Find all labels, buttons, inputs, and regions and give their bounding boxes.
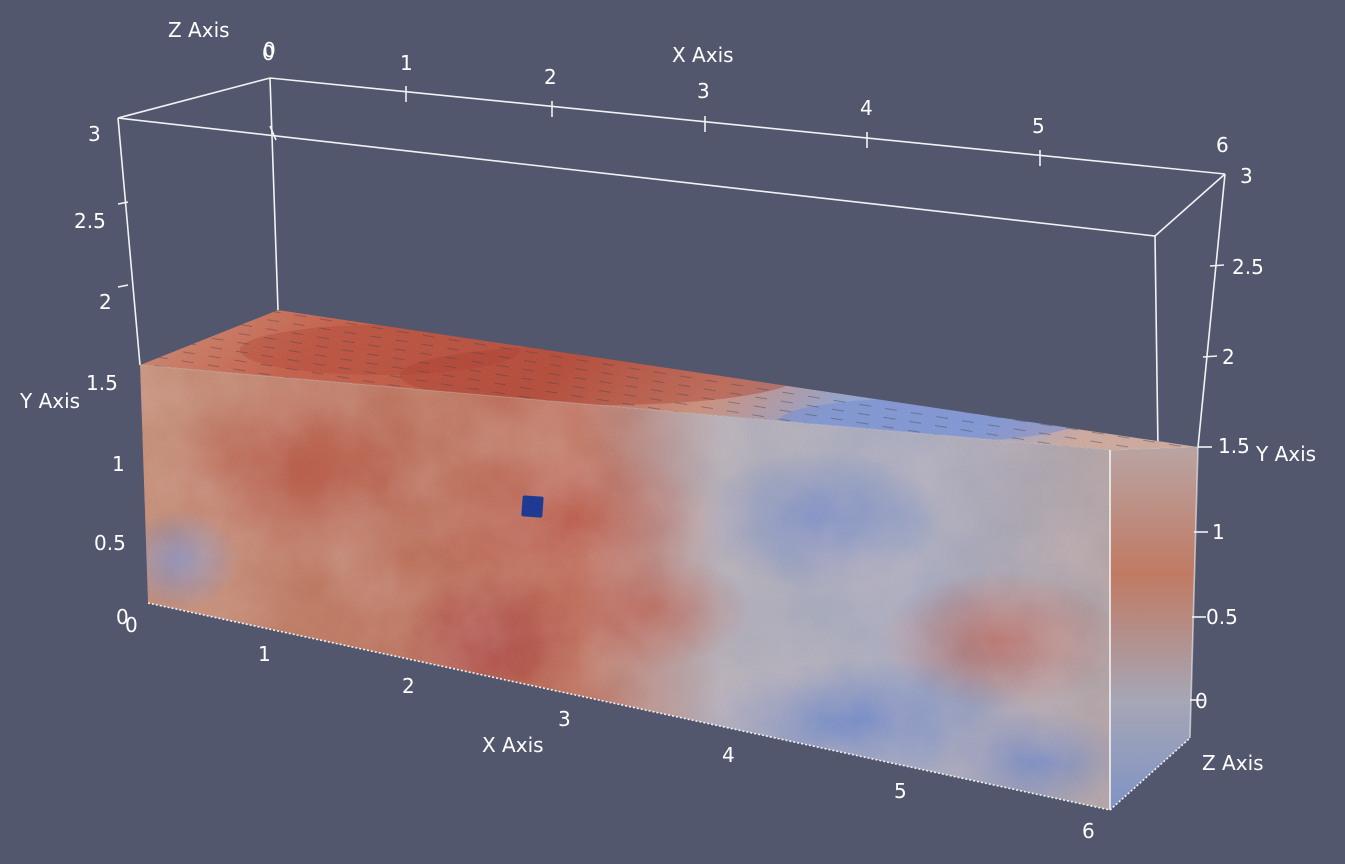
- tick-label: 0: [125, 613, 138, 637]
- tick-label: 1: [258, 642, 271, 666]
- tick-label: 5: [1032, 114, 1045, 138]
- tick-label: 0: [116, 605, 129, 629]
- axis-top-x: 0 1 2 3 4 5 6 X Axis: [262, 41, 1229, 157]
- tick-label: 6: [1216, 133, 1229, 157]
- tick-label: 2: [1222, 345, 1235, 369]
- tick-label: 2.5: [74, 209, 106, 233]
- tick-label: 3: [697, 79, 710, 103]
- axis-title: Y Axis: [1255, 442, 1316, 466]
- volume-side-face: [1110, 447, 1198, 810]
- axis-right-y: 3 2.5 2 1.5 1 0.5 0 Y Axis: [1195, 164, 1316, 713]
- axis-top-z: Z Axis 0: [168, 18, 276, 62]
- tick-label: 3: [1240, 164, 1253, 188]
- tick-label: 2: [99, 290, 112, 314]
- tick-label: 0: [263, 38, 276, 62]
- tick-label: 3: [88, 122, 101, 146]
- bounding-box-front: [147, 446, 1199, 811]
- tick-label: 1: [400, 51, 413, 75]
- axis-title: Z Axis: [168, 18, 230, 42]
- axis-right-z: 0 Z Axis: [1202, 751, 1264, 775]
- tick-label: 6: [1082, 819, 1095, 843]
- probe-marker[interactable]: [521, 495, 544, 518]
- tick-label: 0.5: [94, 531, 126, 555]
- tick-label: 1: [112, 452, 125, 476]
- tick-label: 2: [402, 674, 415, 698]
- tick-label: 5: [894, 779, 907, 803]
- tick-label: 2: [544, 65, 557, 89]
- tick-marks: [117, 86, 1225, 701]
- axis-title: X Axis: [672, 43, 734, 67]
- tick-label: 0: [262, 41, 275, 65]
- tick-label: 1.5: [1218, 434, 1250, 458]
- tick-label: 3: [558, 707, 571, 731]
- axis-left-y: 3 2.5 2 1.5 1 0.5 0 Y Axis: [19, 122, 129, 629]
- tick-label: 4: [722, 743, 735, 767]
- tick-label: 1: [1212, 520, 1225, 544]
- data-volume[interactable]: [120, 300, 1200, 815]
- tick-label: 4: [860, 96, 873, 120]
- tick-label: 1.5: [86, 371, 118, 395]
- axis-title: Y Axis: [19, 389, 80, 413]
- axis-front-x: 0 1 2 3 4 5 6 X Axis: [125, 613, 1095, 843]
- tick-label: 2.5: [1232, 255, 1264, 279]
- tick-label: 0: [1195, 689, 1208, 713]
- axis-title: X Axis: [482, 733, 544, 757]
- tick-label: 0.5: [1206, 605, 1238, 629]
- bounding-box-back: [117, 77, 1226, 451]
- axis-title: Z Axis: [1202, 751, 1264, 775]
